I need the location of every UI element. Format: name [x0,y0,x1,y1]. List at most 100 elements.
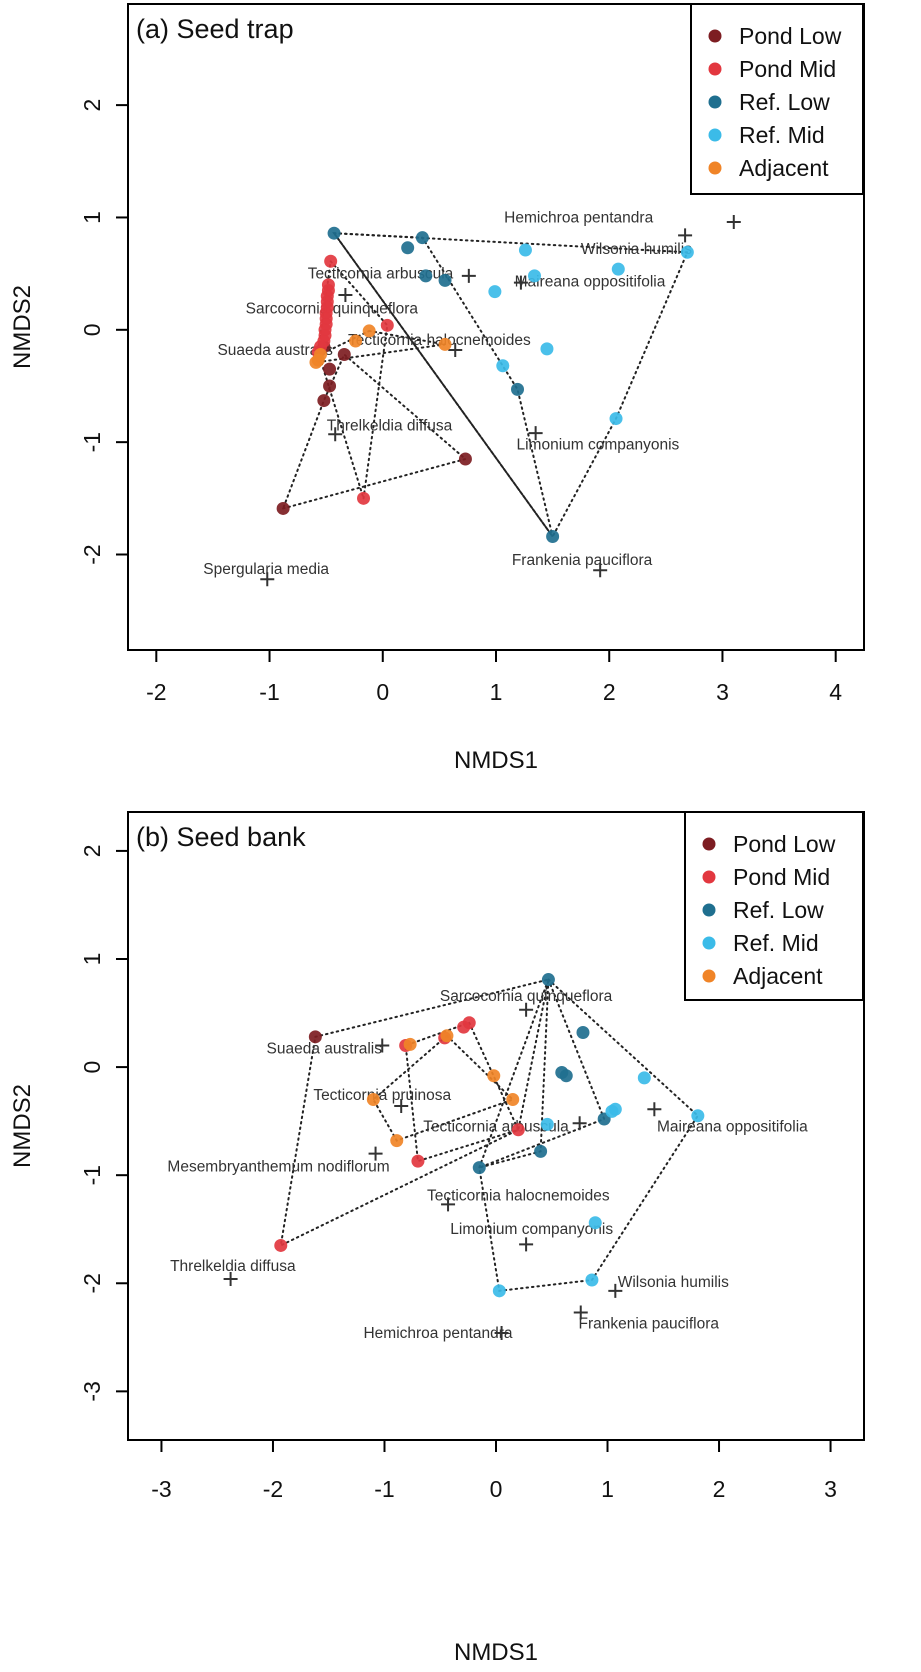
point-adjacent [487,1069,501,1083]
point-pond-low [458,452,472,466]
point-ref-mid [527,269,541,283]
species-marker-sarcocornia-quinqueflora [338,287,353,302]
point-pond-low [308,1030,322,1044]
species-label: Tecticornia arbuscula [308,266,454,283]
panel-seed-trap: -2 -1 0 1 2 3 4 -2 -1 0 1 2 NMDS1 NMDS2 (a) Seed trap H… [9,3,865,774]
legend-marker-ref-mid [702,936,716,950]
point-adjacent [349,334,363,348]
species-marker-hemichroa-pentandra [726,214,741,229]
legend: Pond Low Pond Mid Ref. Low Ref. Mid Adjacent [684,811,864,1001]
y-axis-title: NMDS2 [9,1084,36,1168]
point-ref-low [401,241,415,255]
point-pond-low [323,362,337,376]
species-marker-tecticornia-arbuscula [461,268,476,283]
x-tick-label: -1 [374,1476,394,1502]
x-tick-label: -3 [151,1476,171,1502]
legend-marker-pond-low [702,837,716,851]
species-label: Maireana oppositifolia [515,273,666,290]
x-tick-label: -2 [146,679,166,705]
x-axis-title: NMDS1 [454,1639,538,1666]
x-tick-label: 3 [716,679,729,705]
y-tick-label: -1 [79,1165,105,1185]
hull-pond-low [279,978,550,1248]
legend-label: Ref. Low [739,89,830,115]
legend-label: Adjacent [739,155,829,181]
species-marker-threlkeldia-diffusa [223,1271,238,1286]
legend-marker-adjacent [708,161,722,175]
point-pond-low [276,501,290,515]
point-pond-low [337,348,351,362]
point-pond-low [317,394,331,408]
species-label: Tecticornia pruinosa [313,1087,451,1104]
point-pond-mid [274,1238,288,1252]
species-label: Suaeda australis [217,342,333,359]
x-tick-label: 2 [603,679,616,705]
point-pond-mid [457,1020,471,1034]
legend-label: Pond Low [739,23,842,49]
y-tick-label: 1 [79,211,105,224]
legend-marker-ref-low [702,903,716,917]
species-marker-spergularia-media [260,572,275,587]
species-marker-sarcocornia-quinqueflora [519,1002,534,1017]
species-marker-tecticornia-halocnemoides [441,1197,456,1212]
point-pond-mid [324,254,338,268]
species-label: Hemichroa pentandra [504,209,653,226]
panel-seed-bank: -3 -2 -1 0 1 2 3 -3 -2 -1 0 1 2 NMDS1 NMDS2 (b) Seed ba… [9,811,865,1666]
point-ref-low [511,382,525,396]
species-label: Wilsonia humilis [618,1274,729,1291]
species-label: Sarcocornia quinqueflora [440,988,613,1005]
x-tick-label: 1 [490,679,503,705]
panel-title: (a) Seed trap [136,14,294,44]
x-tick-label: -1 [259,679,279,705]
species-marker-frankenia-pauciflora [593,563,608,578]
species-label: Wilsonia humilis [581,241,692,258]
hull-ref-mid [478,977,700,1292]
legend-marker-ref-mid [708,128,722,142]
x-axis-title: NMDS1 [454,747,538,774]
point-ref-mid [588,1216,602,1230]
species-marker-tecticornia-halocnemoides [448,343,463,358]
point-adjacent [366,1093,380,1107]
point-ref-low [472,1161,486,1175]
legend-label: Ref. Mid [733,930,819,956]
legend-marker-pond-mid [702,870,716,884]
y-tick-label: 2 [79,845,105,858]
species-marker-mesembryanthemum-nodiflorum [368,1146,383,1161]
species-marker-threlkeldia-diffusa [328,427,343,442]
hull-adjacent [314,329,446,364]
point-adjacent [438,337,452,351]
y-tick-label: 2 [79,99,105,112]
y-tick-label: 0 [79,1061,105,1074]
point-ref-mid [637,1071,651,1085]
point-ref-mid [540,1117,554,1131]
legend-marker-adjacent [702,969,716,983]
y-tick-label: -2 [79,544,105,564]
x-tick-label: 2 [713,1476,726,1502]
point-ref-mid [608,1102,622,1116]
legend-marker-ref-low [708,95,722,109]
x-tick-label: -2 [263,1476,283,1502]
point-ref-mid [680,245,694,259]
point-adjacent [440,1029,454,1043]
panel-title: (b) Seed bank [136,822,306,852]
y-tick-label: -3 [79,1381,105,1401]
point-pond-low [323,379,337,393]
legend-label: Ref. Mid [739,122,825,148]
species-label: Limonium companyonis [516,436,679,453]
species-marker-tecticornia-pruinosa [394,1099,409,1113]
species-label: Threlkeldia diffusa [327,417,453,434]
point-adjacent [390,1134,404,1148]
x-tick-label: 0 [490,1476,503,1502]
point-ref-mid [691,1109,705,1123]
species-label: Limonium companyonis [450,1221,613,1238]
point-pond-mid [380,318,394,332]
point-ref-low [438,273,452,287]
species-label: Maireana oppositifolia [657,1119,808,1136]
x-tick-label: 0 [376,679,389,705]
point-ref-mid [611,262,625,276]
species-label: Tecticornia halocnemoides [427,1188,610,1205]
species-marker-wilsonia-humilis [678,228,693,243]
point-ref-mid [585,1273,599,1287]
